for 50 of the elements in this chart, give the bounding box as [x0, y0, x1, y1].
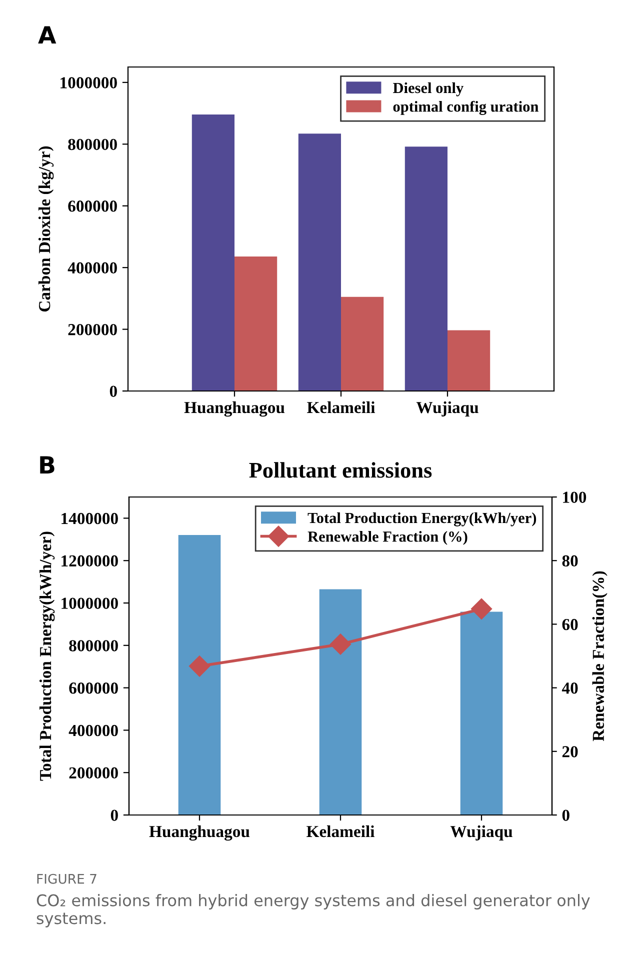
legend-label: Renewable Fraction (%)	[308, 531, 468, 545]
y-tick-label: 400000	[68, 262, 117, 274]
y-tick-label: 800000	[69, 640, 118, 652]
y2-tick-label: 40	[562, 682, 578, 694]
x-tick-label: Huanghuagou	[149, 825, 250, 841]
y-tick-label: 1000000	[62, 598, 118, 609]
point	[188, 656, 210, 677]
y-tick-label: 0	[110, 386, 117, 397]
y-tick-label: 200000	[69, 767, 118, 779]
x-tick-label: Wujiaqu	[416, 401, 478, 417]
bar	[298, 134, 341, 391]
legend-label: Total Production Energy(kWh/yer)	[308, 512, 536, 526]
bar	[460, 612, 503, 815]
y-tick-label: 1000000	[60, 77, 117, 88]
x-tick-label: Wujiaqu	[450, 825, 512, 841]
y-tick-label: 600000	[69, 682, 118, 694]
bar	[341, 296, 384, 391]
x-tick-label: Kelameili	[307, 401, 376, 414]
bar	[192, 114, 234, 391]
y2-tick-label: 20	[562, 746, 578, 758]
y-tick-label: 800000	[68, 138, 117, 150]
text: B	[40, 456, 54, 474]
text: A	[38, 26, 56, 44]
y-tick-label: 1400000	[62, 512, 118, 524]
bar	[234, 256, 278, 391]
x-tick-label: Kelameili	[306, 825, 375, 838]
y-tick-label: 200000	[68, 324, 117, 336]
y2-axis-title: Renewable Fraction(%)	[592, 571, 608, 742]
y-tick-label: 0	[110, 810, 118, 821]
x-tick-label: Huanghuagou	[184, 401, 285, 417]
chart-title: Pollutant emissions	[249, 462, 432, 478]
bar	[178, 534, 221, 815]
y-axis-title: Total Production Energy(kWh/yer)	[39, 532, 55, 781]
bar	[404, 146, 448, 391]
point	[470, 598, 492, 620]
y-tick-label: 600000	[68, 200, 117, 212]
point	[330, 634, 352, 655]
y2-tick-label: 60	[562, 618, 578, 630]
y2-tick-label: 100	[563, 492, 586, 503]
y2-tick-label: 80	[562, 555, 578, 567]
bar	[319, 589, 362, 815]
text: CO₂ emissions from hybrid energy systems and diesel generator only systems.	[36, 894, 590, 928]
y-axis-title: Carbon Dioxide (kg/yr)	[38, 146, 54, 312]
y-tick-label: 400000	[68, 724, 118, 736]
caption: FIGURE 7	[37, 874, 96, 884]
legend-label: Diesel only	[393, 82, 464, 96]
y2-tick-label: 0	[562, 810, 570, 821]
legend-label: optimal config uration	[393, 100, 538, 115]
y-tick-label: 1200000	[62, 555, 118, 567]
bar	[448, 330, 490, 391]
